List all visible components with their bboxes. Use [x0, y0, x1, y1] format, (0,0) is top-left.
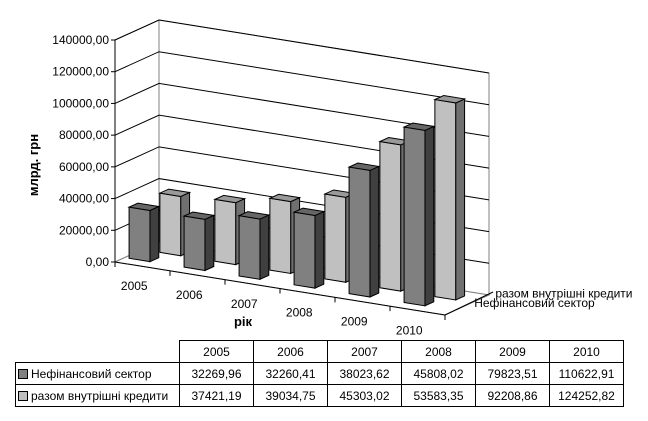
bar-front-Нефінансовий сектор-2010	[403, 126, 426, 307]
bars	[127, 95, 467, 307]
y-tick-label: 80000,00	[59, 128, 109, 142]
cell: 39034,75	[253, 384, 328, 407]
y-tick-label: 140000,00	[52, 33, 109, 47]
x-tick-label: 2005	[121, 279, 148, 293]
bar-side	[369, 165, 380, 298]
bar-front-разом внутрішні кредити-2010	[434, 98, 457, 301]
x-tick-label: 2007	[231, 297, 258, 311]
y-tick-label: 60000,00	[59, 160, 109, 174]
bar-side	[424, 125, 435, 307]
chart-3d-columns: 0,00 20000,00 40000,00 60000,00 80000,00 1000…	[26, 19, 632, 337]
series-name: Нефінансовий сектор	[31, 366, 152, 381]
bar-top	[158, 188, 192, 197]
bar-top	[347, 162, 381, 171]
col-header: 2009	[475, 340, 550, 363]
depth-axis	[444, 291, 494, 316]
col-header: 2005	[179, 340, 254, 363]
bar-side	[204, 214, 215, 272]
cell: 32269,96	[179, 362, 254, 385]
bar-top	[127, 202, 161, 212]
cell: 53583,35	[401, 384, 476, 407]
table-header-row: 2005 2006 2007 2008 2009 2010	[15, 340, 624, 363]
bar-front-Нефінансовий сектор-2008	[293, 211, 316, 289]
y-tick-label: 100000,00	[52, 96, 109, 110]
bar-front-разом внутрішні кредити-2008	[324, 193, 347, 283]
gridline	[114, 114, 490, 169]
bar-top	[268, 193, 302, 203]
bar-side	[314, 210, 325, 289]
series-name: разом внутрішні кредити	[31, 388, 169, 403]
bar-top	[292, 207, 326, 217]
bar-top	[237, 211, 271, 220]
x-axis-title: рік	[234, 314, 253, 329]
bar-side	[455, 98, 466, 301]
bar-front-разом внутрішні кредити-2009	[379, 140, 402, 292]
y-tick-label: 40000,00	[59, 192, 109, 206]
cell: 32260,41	[253, 362, 328, 385]
bar-top	[402, 122, 436, 131]
bar-top	[213, 194, 247, 204]
x-tick-label: 2006	[176, 288, 203, 302]
y-axis-title: млрд. грн	[26, 134, 41, 196]
gridline	[114, 19, 490, 74]
y-tick-label: 0,00	[86, 255, 110, 269]
col-header: 2007	[327, 340, 402, 363]
cell: 79823,51	[475, 362, 550, 385]
legend-swatch-icon	[18, 391, 28, 402]
x-tick-label: 2008	[286, 306, 313, 320]
table-row: разом внутрішні кредити 37421,19 39034,7…	[15, 384, 624, 407]
bar-front-Нефінансовий сектор-2005	[128, 206, 151, 263]
data-table: 2005 2006 2007 2008 2009 2010 Нефінансов…	[15, 340, 624, 407]
bar-front-разом внутрішні кредити-2007	[269, 197, 292, 275]
legend-swatch-icon	[18, 369, 28, 380]
col-header: 2010	[549, 340, 624, 363]
depth-label: Нефінансовий сектор	[474, 296, 595, 310]
bar-front-Нефінансовий сектор-2007	[238, 215, 261, 280]
bar-top	[433, 95, 467, 104]
gridline	[114, 82, 490, 137]
bar-front-Нефінансовий сектор-2009	[348, 166, 371, 298]
bar-top	[182, 211, 216, 220]
bar-front-Нефінансовий сектор-2006	[183, 215, 206, 272]
col-header: 2006	[253, 340, 328, 363]
cell: 92208,86	[475, 384, 550, 407]
bar-front-разом внутрішні кредити-2005	[159, 192, 182, 257]
x-tick-label: 2009	[341, 314, 368, 328]
depth-label: разом внутрішні кредити	[495, 286, 632, 300]
bar-side	[149, 205, 160, 263]
y-tick-label: 20000,00	[59, 223, 109, 237]
axes: 0,00 20000,00 40000,00 60000,00 80000,00 1000…	[52, 33, 632, 337]
bar-side	[259, 214, 270, 281]
cell: 38023,62	[327, 362, 402, 385]
x-tick-label: 2010	[396, 323, 423, 337]
col-header: 2008	[401, 340, 476, 363]
cell: 124252,82	[549, 384, 624, 407]
cell: 37421,19	[179, 384, 254, 407]
gridline	[114, 51, 490, 106]
cell: 45303,02	[327, 384, 402, 407]
cell: 45808,02	[401, 362, 476, 385]
y-tick-label: 120000,00	[52, 65, 109, 79]
bar-front-разом внутрішні кредити-2006	[214, 198, 237, 266]
table-row: Нефінансовий сектор 32269,96 32260,41 38…	[15, 362, 624, 385]
cell: 110622,91	[549, 362, 624, 385]
